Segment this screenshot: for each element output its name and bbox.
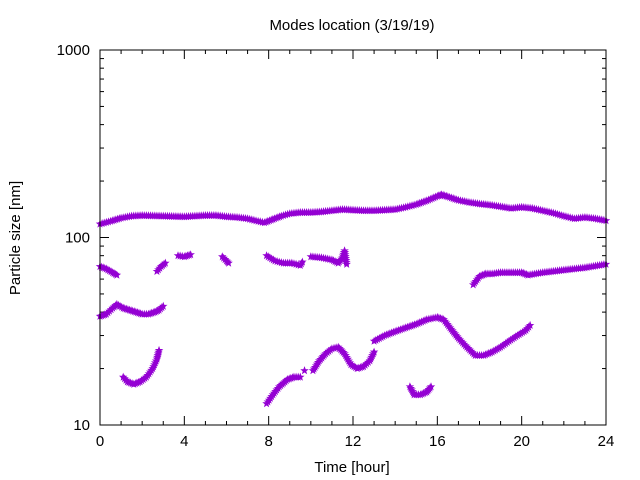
- data-point: [186, 250, 195, 259]
- mode-segment: [306, 246, 351, 268]
- x-tick-label: 8: [264, 433, 272, 450]
- data-point: [154, 345, 164, 355]
- data-point: [369, 347, 379, 356]
- tick-labels: 0 4 8 12 16 20 24 10 100 1000: [57, 42, 615, 450]
- x-tick-label: 4: [180, 433, 188, 450]
- plot-frame: [99, 49, 607, 426]
- mode-segment: [308, 342, 379, 375]
- mode-segment: [262, 251, 307, 270]
- data-point: [300, 366, 309, 375]
- mode-segment: [218, 252, 233, 267]
- mode-segment: [152, 258, 170, 275]
- data-point: [525, 320, 535, 329]
- x-tick-label: 16: [429, 433, 446, 450]
- mode-segment: [468, 259, 611, 289]
- data-point: [224, 258, 233, 267]
- mode-segment: [300, 366, 309, 375]
- data-points: [95, 190, 611, 408]
- y-axis-label: Particle size [nm]: [7, 181, 24, 295]
- data-point: [112, 270, 122, 279]
- mode-segment: [95, 262, 122, 279]
- mode-segment: [405, 382, 436, 399]
- data-point: [342, 259, 351, 268]
- mode-segment: [95, 190, 611, 228]
- data-point: [161, 258, 170, 267]
- x-tick-label: 0: [96, 433, 104, 450]
- x-tick-label: 24: [598, 433, 615, 450]
- y-tick-label: 100: [65, 230, 90, 247]
- y-tick-label: 10: [73, 417, 90, 434]
- mode-segment: [369, 312, 535, 360]
- mode-segment: [173, 250, 195, 261]
- data-point: [159, 301, 168, 310]
- x-tick-label: 12: [345, 433, 362, 450]
- data-point: [426, 382, 436, 391]
- mode-segment: [262, 372, 305, 408]
- x-tick-label: 20: [513, 433, 530, 450]
- data-point: [298, 257, 307, 266]
- mode-segment: [118, 345, 164, 388]
- mode-segment: [95, 299, 168, 320]
- data-point: [296, 372, 305, 381]
- x-axis-label: Time [hour]: [314, 459, 389, 476]
- y-tick-label: 1000: [57, 42, 90, 59]
- chart-title: Modes location (3/19/19): [269, 17, 434, 34]
